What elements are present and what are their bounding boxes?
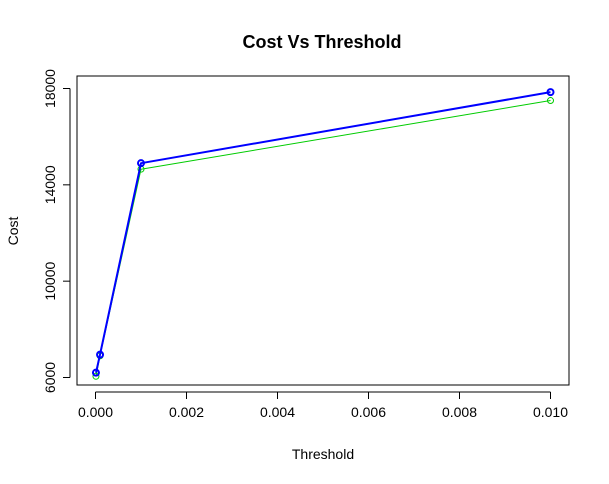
plot-area-frame [76,75,570,386]
y-axis-title: Cost [5,217,21,246]
x-tick-label: 0.002 [169,404,204,420]
x-tick-label: 0.004 [260,404,295,420]
data-point [546,88,555,97]
x-axis: 0.000 0.002 0.004 0.006 0.008 0.010 [78,391,568,420]
chart-title: Cost Vs Threshold [242,32,401,52]
series-layer [91,88,555,380]
data-point [92,372,100,380]
data-point [547,97,554,105]
y-axis: 6000 10000 14000 18000 [42,69,71,393]
y-tick-label: 14000 [42,165,58,204]
series-0 [91,88,555,377]
x-axis-title: Threshold [292,446,354,462]
x-tick-label: 0.000 [78,404,113,420]
y-tick-label: 10000 [42,261,58,300]
x-tick-label: 0.008 [442,404,477,420]
x-tick-label: 0.010 [533,404,568,420]
y-tick-label: 18000 [42,69,58,108]
x-tick-label: 0.006 [351,404,386,420]
data-point [96,350,105,359]
y-tick-label: 6000 [42,362,58,393]
series-line [95,91,551,373]
data-point [91,368,100,377]
data-point [137,159,145,168]
